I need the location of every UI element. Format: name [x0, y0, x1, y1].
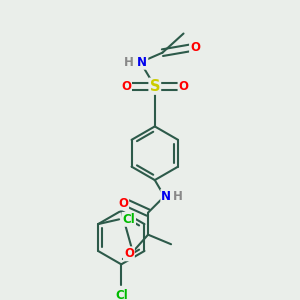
Text: N: N — [137, 56, 147, 69]
Text: H: H — [124, 56, 134, 69]
Text: N: N — [161, 190, 171, 203]
Text: O: O — [190, 41, 200, 54]
Text: S: S — [149, 79, 160, 94]
Text: O: O — [118, 196, 128, 210]
Text: Cl: Cl — [122, 213, 135, 226]
Text: H: H — [173, 190, 183, 203]
Text: O: O — [178, 80, 188, 93]
Text: O: O — [121, 80, 131, 93]
Text: O: O — [124, 247, 134, 260]
Text: Cl: Cl — [115, 289, 128, 300]
